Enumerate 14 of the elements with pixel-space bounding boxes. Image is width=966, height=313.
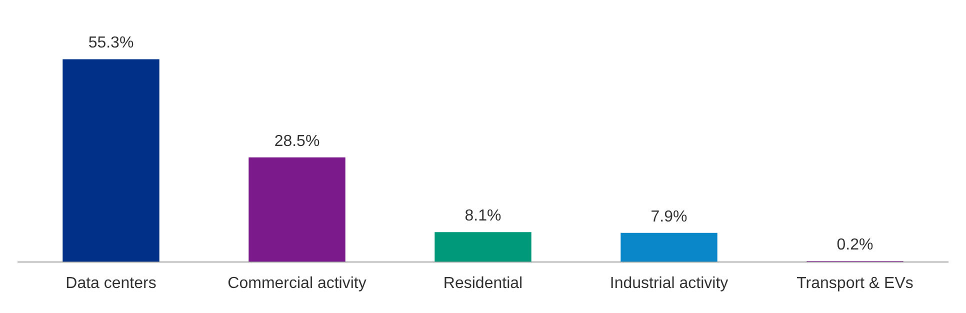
bar: [434, 232, 532, 262]
data-label: 0.2%: [836, 236, 874, 254]
x-tick-label: Commercial activity: [228, 274, 366, 292]
bar: [620, 232, 718, 262]
bar: [248, 157, 346, 262]
data-label: 55.3%: [88, 34, 134, 52]
data-label: 8.1%: [464, 208, 502, 225]
data-label: 28.5%: [274, 132, 320, 150]
x-tick-label: Residential: [443, 274, 523, 292]
x-tick-label: Industrial activity: [610, 274, 728, 292]
data-label: 7.9%: [650, 208, 688, 226]
bar: [62, 59, 160, 262]
x-tick-label: Data centers: [66, 274, 156, 292]
x-tick-label: Transport & EVs: [796, 274, 914, 292]
